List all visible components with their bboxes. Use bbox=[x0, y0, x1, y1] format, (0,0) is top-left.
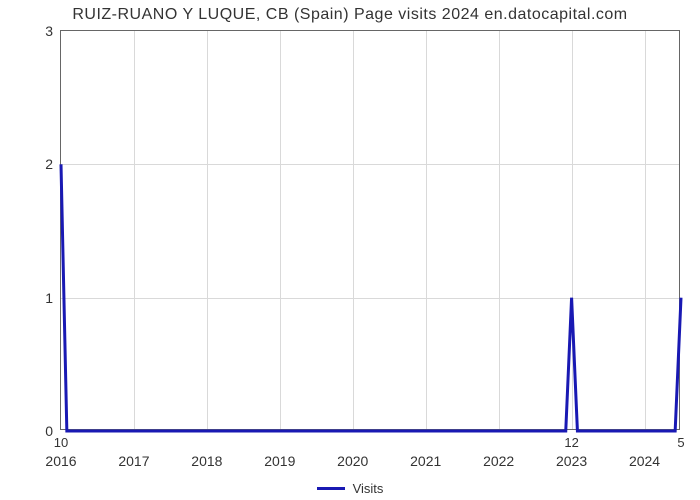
series-line bbox=[61, 31, 681, 431]
x-tick-label: 2019 bbox=[264, 453, 295, 469]
chart-container: RUIZ-RUANO Y LUQUE, CB (Spain) Page visi… bbox=[0, 0, 700, 500]
y-tick-label: 0 bbox=[13, 423, 53, 439]
value-label: 5 bbox=[677, 435, 684, 450]
y-tick-label: 2 bbox=[13, 156, 53, 172]
chart-title: RUIZ-RUANO Y LUQUE, CB (Spain) Page visi… bbox=[0, 6, 700, 24]
x-tick-label: 2024 bbox=[629, 453, 660, 469]
legend-label: Visits bbox=[353, 481, 384, 496]
x-tick-label: 2017 bbox=[118, 453, 149, 469]
value-label: 12 bbox=[564, 435, 578, 450]
x-tick-label: 2016 bbox=[45, 453, 76, 469]
legend-swatch bbox=[317, 487, 345, 490]
x-tick-label: 2023 bbox=[556, 453, 587, 469]
x-tick-label: 2022 bbox=[483, 453, 514, 469]
x-tick-label: 2021 bbox=[410, 453, 441, 469]
y-tick-label: 1 bbox=[13, 290, 53, 306]
x-tick-label: 2020 bbox=[337, 453, 368, 469]
y-tick-label: 3 bbox=[13, 23, 53, 39]
value-label: 10 bbox=[54, 435, 68, 450]
x-tick-label: 2018 bbox=[191, 453, 222, 469]
legend: Visits bbox=[0, 480, 700, 496]
plot-area: 0123201620172018201920202021202220232024… bbox=[60, 30, 680, 430]
